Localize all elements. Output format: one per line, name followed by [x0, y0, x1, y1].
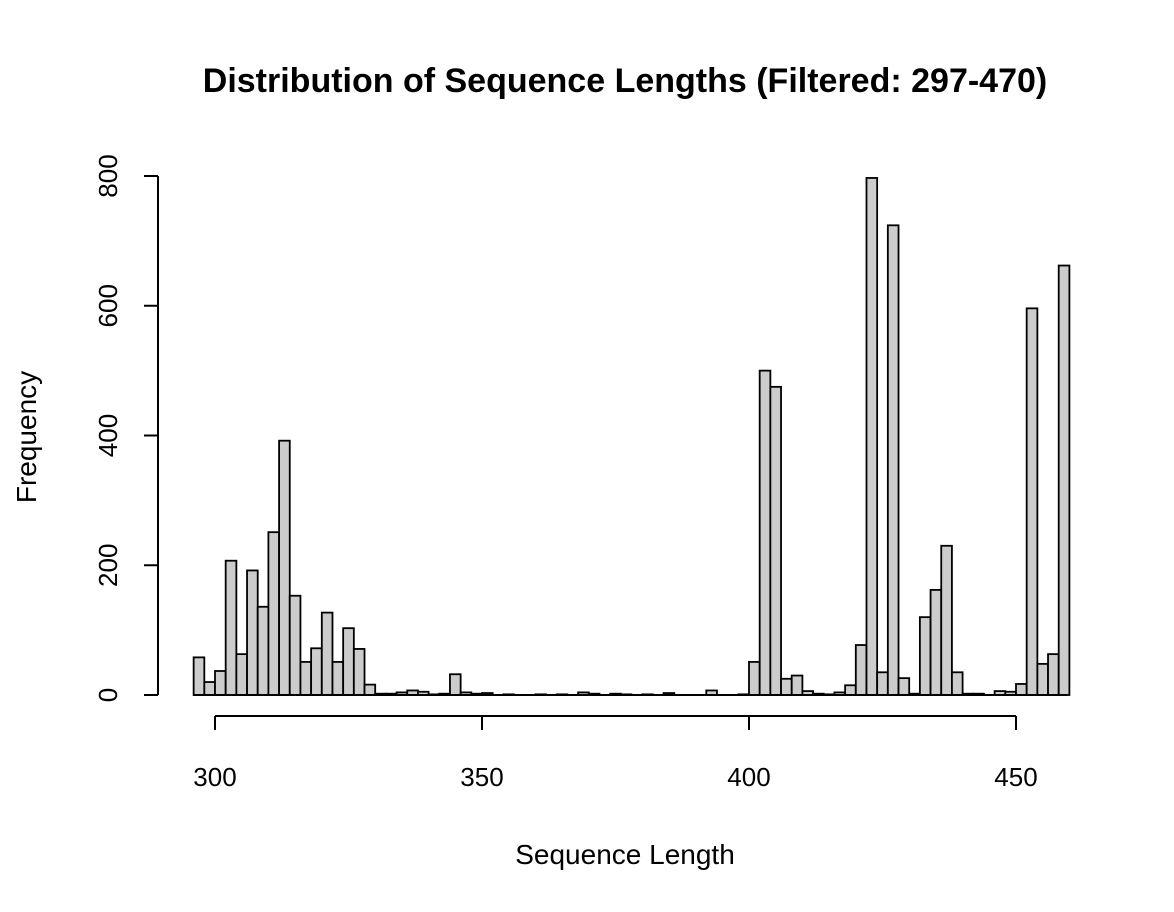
histogram-bar: [363, 683, 377, 696]
histogram-bar: [278, 439, 291, 696]
bars-group: [192, 177, 1071, 696]
histogram-bar: [1057, 264, 1071, 696]
histogram-bar: [299, 661, 313, 696]
y-tick-label: 0: [93, 688, 123, 702]
histogram-bar: [951, 671, 964, 696]
histogram-bar: [780, 677, 793, 696]
histogram-bar: [267, 531, 280, 696]
histogram-bar: [1015, 683, 1028, 696]
x-tick-label: 400: [727, 762, 770, 792]
y-tick-label: 400: [93, 414, 123, 457]
x-tick-label: 300: [193, 762, 236, 792]
x-axis-label: Sequence Length: [515, 839, 735, 870]
histogram-bar: [865, 177, 879, 696]
x-tick-label: 350: [460, 762, 503, 792]
histogram-bar: [256, 605, 270, 696]
histogram-bar: [310, 647, 323, 696]
histogram-bar: [288, 594, 302, 696]
histogram-bar: [790, 674, 804, 696]
histogram-bar: [1047, 653, 1060, 696]
histogram-bar: [769, 385, 782, 696]
histogram-bar: [940, 544, 953, 696]
histogram-bar: [748, 661, 761, 696]
histogram-bar: [758, 369, 772, 696]
histogram-bar: [844, 684, 857, 696]
histogram-bar: [876, 671, 889, 696]
y-tick-label: 800: [93, 154, 123, 197]
histogram-bar: [342, 627, 355, 696]
histogram-bar: [214, 670, 227, 696]
histogram-bar: [235, 653, 248, 696]
histogram-bar: [897, 677, 911, 696]
histogram-bar: [918, 616, 932, 696]
y-tick-label: 600: [93, 284, 123, 327]
y-tick-label: 200: [93, 544, 123, 587]
histogram-bar: [929, 589, 943, 696]
y-axis: 0 200 400 600 800: [93, 154, 159, 702]
y-axis-label: Frequency: [11, 371, 42, 503]
x-axis: 300 350 400 450: [193, 715, 1038, 792]
histogram-bar: [224, 559, 238, 696]
histogram-bar: [203, 681, 216, 696]
histogram-bar: [192, 656, 206, 696]
chart-title: Distribution of Sequence Lengths (Filter…: [203, 62, 1047, 100]
x-tick-label: 450: [994, 762, 1037, 792]
histogram-bar: [854, 644, 868, 696]
histogram-bar: [352, 648, 366, 696]
histogram-bar: [246, 569, 259, 696]
histogram-bar: [320, 611, 334, 696]
histogram-bar: [331, 661, 345, 696]
histogram-bar: [1025, 307, 1039, 696]
histogram-bar: [449, 673, 462, 696]
histogram-bar: [1036, 662, 1049, 696]
histogram-bar: [886, 224, 900, 696]
